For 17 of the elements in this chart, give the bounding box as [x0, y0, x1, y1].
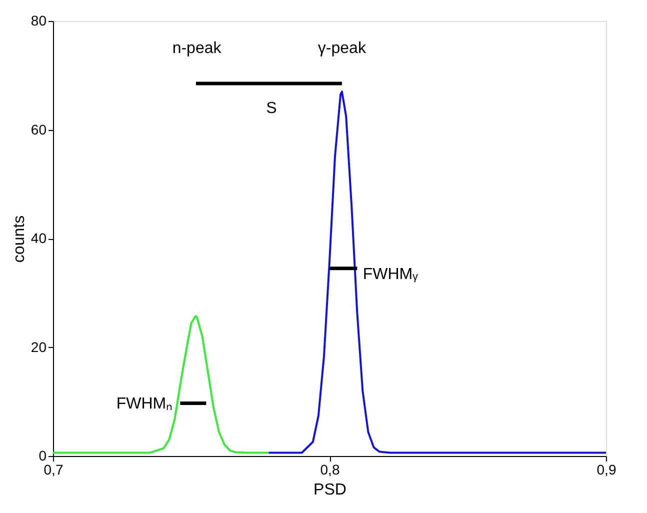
- annotation: γ-peak: [318, 40, 367, 58]
- line-series: [52, 315, 270, 454]
- y-tick-label: 80: [30, 12, 47, 28]
- annotation: FWHMₙ: [116, 395, 172, 412]
- x-tick-label: 0,9: [596, 462, 616, 478]
- x-axis-title: PSD: [314, 482, 346, 498]
- annotation: n-peak: [172, 40, 222, 58]
- annotation: S: [266, 100, 277, 117]
- line-series: [268, 90, 607, 454]
- y-tick-label: 40: [30, 230, 47, 246]
- annotation: FWHMᵧ: [362, 266, 419, 283]
- x-tick-label: 0,7: [44, 462, 64, 478]
- x-tick-label: 0,8: [320, 462, 340, 478]
- y-tick-label: 0: [38, 448, 47, 464]
- y-tick-label: 20: [30, 338, 47, 355]
- y-axis-title: counts: [10, 215, 28, 263]
- y-tick-label: 60: [30, 121, 47, 138]
